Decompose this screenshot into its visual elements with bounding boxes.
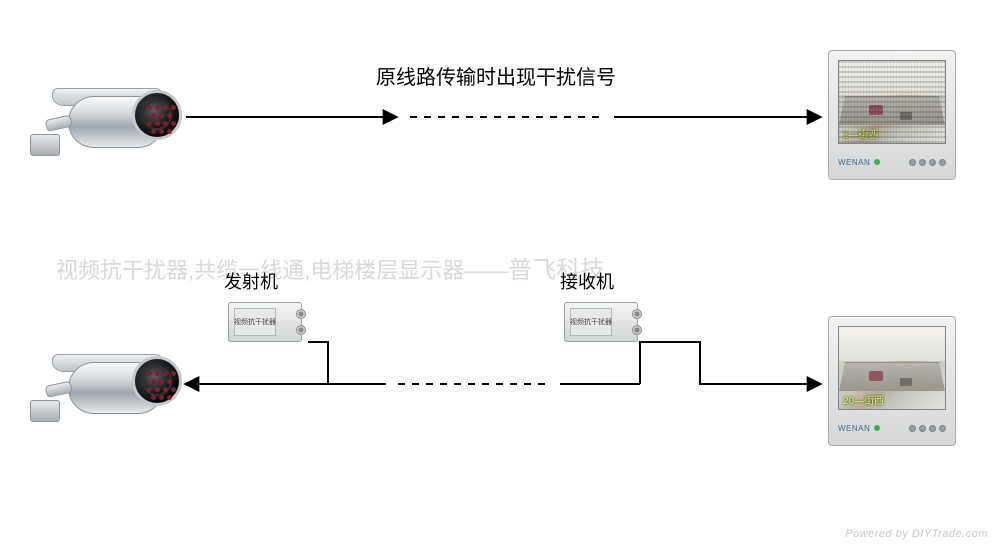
row2-tx-to-rx (326, 342, 644, 384)
monitor-power-led (874, 159, 880, 165)
receiver-face-label: 视频抗干扰器 (570, 317, 612, 327)
monitor-brand-2: WENAN (838, 424, 870, 433)
receiver-device: 视频抗干扰器 (564, 302, 638, 342)
transmitter-label: 发射机 (224, 268, 278, 294)
row2-rx-to-monitor (644, 342, 820, 384)
monitor-row1: 1—街西 WENAN (828, 50, 956, 180)
transmitter-device: 视频抗干扰器 (228, 302, 302, 342)
monitor-buttons (909, 159, 946, 166)
diagram-stage: 原线路传输时出现干扰信号 1—街西 WENAN 视频抗干扰器,共缆一线通,电梯楼… (0, 0, 1000, 546)
monitor-row2-screen: 20—街西 (838, 326, 946, 410)
monitor-row2: 20—街西 WENAN (828, 316, 956, 446)
monitor-row1-overlay: 1—街西 (843, 126, 879, 141)
row2-tx-to-camera (186, 342, 328, 384)
monitor-row2-overlay: 20—街西 (843, 392, 884, 407)
transmitter-face-label: 视频抗干扰器 (234, 317, 276, 327)
monitor-buttons-2 (909, 425, 946, 432)
camera-row1 (30, 86, 180, 168)
camera-row2 (30, 352, 180, 434)
footer-credit: Powered by DIYTrade.com (845, 528, 988, 540)
receiver-label: 接收机 (560, 268, 614, 294)
monitor-row1-screen: 1—街西 (838, 60, 946, 144)
transmitter-port-1 (296, 309, 306, 319)
monitor-brand: WENAN (838, 158, 870, 167)
transmitter-port-2 (296, 325, 306, 335)
row1-title: 原线路传输时出现干扰信号 (376, 61, 616, 90)
monitor-power-led-2 (874, 425, 880, 431)
receiver-port-2 (632, 325, 642, 335)
receiver-port-1 (632, 309, 642, 319)
watermark-text: 视频抗干扰器,共缆一线通,电梯楼层显示器——普飞科技 (56, 250, 604, 285)
